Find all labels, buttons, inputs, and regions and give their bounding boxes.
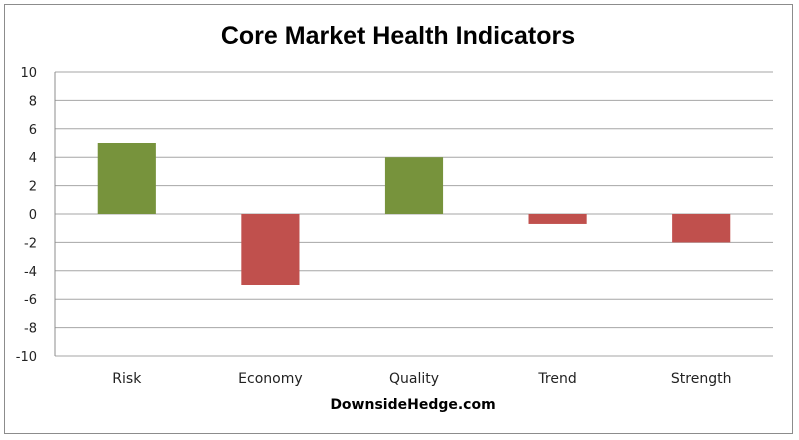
x-category-label: Quality: [389, 371, 439, 387]
bar-economy: [241, 214, 300, 285]
y-tick-label: -8: [24, 322, 37, 337]
x-category-label: Economy: [238, 371, 302, 387]
y-tick-label: -2: [24, 236, 37, 251]
bar-quality: [384, 157, 444, 214]
x-category-label: Strength: [671, 371, 732, 387]
y-tick-label: 2: [29, 180, 37, 195]
gridlines: [54, 71, 773, 357]
y-tick-label: 6: [29, 123, 37, 138]
x-category-label: Risk: [112, 371, 142, 387]
y-tick-label: -4: [24, 265, 37, 280]
y-tick-label: 4: [29, 151, 37, 166]
y-tick-label: -10: [16, 350, 37, 365]
y-tick-label: 8: [29, 94, 37, 109]
y-tick-label: -6: [24, 293, 37, 308]
chart-title: Core Market Health Indicators: [221, 22, 575, 50]
bars: [97, 143, 731, 285]
chart-frame: [4, 4, 793, 434]
y-tick-label: 10: [20, 66, 37, 81]
y-axis-ticks: 10 8 6 4 2 0 -2 -4 -6 -8 -10: [16, 66, 37, 365]
x-category-label: Trend: [537, 371, 576, 387]
bar-trend: [528, 214, 587, 224]
bar-risk: [97, 143, 156, 214]
bar-strength: [672, 214, 731, 243]
x-axis-categories: Risk Economy Quality Trend Strength: [112, 371, 731, 387]
y-tick-label: 0: [29, 208, 37, 223]
chart-credit: DownsideHedge.com: [330, 397, 495, 413]
